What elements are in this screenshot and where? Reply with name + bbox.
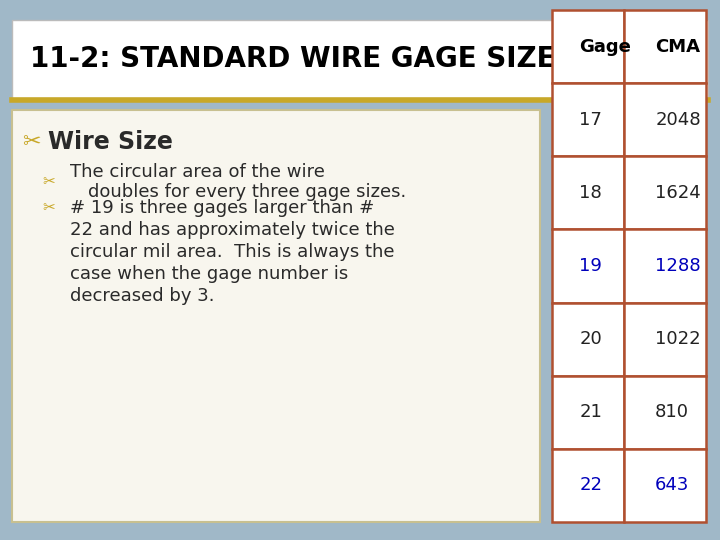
Text: 11-2: STANDARD WIRE GAGE SIZES: 11-2: STANDARD WIRE GAGE SIZES	[30, 45, 575, 73]
Text: 1288: 1288	[655, 257, 701, 275]
Text: 20: 20	[580, 330, 602, 348]
Bar	[624, 156, 706, 230]
Text: 643: 643	[655, 476, 690, 495]
Text: 810: 810	[655, 403, 689, 421]
Bar	[624, 376, 706, 449]
Bar	[12, 110, 540, 522]
Text: doubles for every three gage sizes.: doubles for every three gage sizes.	[88, 183, 406, 201]
Text: 1624: 1624	[655, 184, 701, 202]
Text: case when the gage number is: case when the gage number is	[70, 265, 348, 283]
Text: 21: 21	[580, 403, 602, 421]
Text: circular mil area.  This is always the: circular mil area. This is always the	[70, 243, 395, 261]
Bar	[552, 83, 624, 156]
Text: decreased by 3.: decreased by 3.	[70, 287, 215, 305]
Bar	[552, 376, 624, 449]
Bar	[552, 449, 624, 522]
Text: # 19 is three gages larger than #: # 19 is three gages larger than #	[70, 199, 374, 217]
Text: The circular area of the wire: The circular area of the wire	[70, 163, 325, 181]
Text: 18: 18	[580, 184, 602, 202]
Text: ✂: ✂	[42, 174, 55, 190]
Text: ✂: ✂	[22, 132, 40, 152]
Text: 17: 17	[580, 111, 602, 129]
Bar	[624, 10, 706, 83]
Text: 22 and has approximately twice the: 22 and has approximately twice the	[70, 221, 395, 239]
Bar	[624, 83, 706, 156]
Text: 1022: 1022	[655, 330, 701, 348]
Text: Wire Size: Wire Size	[48, 130, 173, 154]
Text: 22: 22	[580, 476, 603, 495]
Bar	[12, 20, 708, 98]
Bar	[552, 230, 624, 302]
Bar	[624, 449, 706, 522]
Text: 19: 19	[580, 257, 602, 275]
Bar	[552, 302, 624, 376]
Bar	[552, 156, 624, 230]
Bar	[624, 302, 706, 376]
Text: ✂: ✂	[42, 200, 55, 215]
Bar	[624, 230, 706, 302]
Text: 2048: 2048	[655, 111, 701, 129]
Text: Gage: Gage	[580, 38, 631, 56]
Bar	[552, 10, 624, 83]
Text: CMA: CMA	[655, 38, 700, 56]
